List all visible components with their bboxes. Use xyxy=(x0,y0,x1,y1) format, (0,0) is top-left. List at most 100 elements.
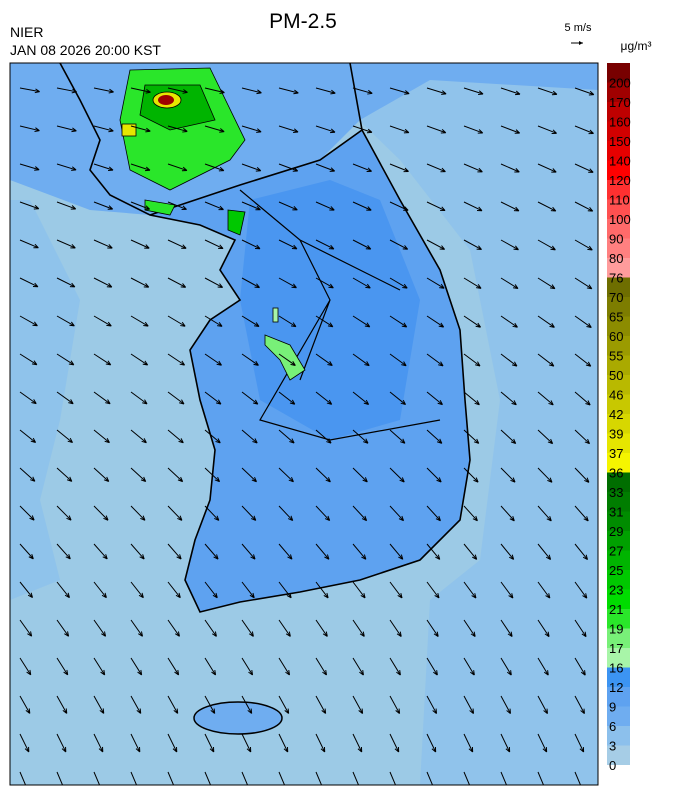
wind-arrow xyxy=(93,353,112,366)
timestamp: JAN 08 2026 20:00 KST xyxy=(10,42,161,58)
wind-arrow xyxy=(463,505,478,522)
colorbar-segment xyxy=(607,745,630,765)
wind-arrow xyxy=(315,429,332,444)
wind-arrow xyxy=(56,315,75,327)
wind-arrow xyxy=(56,505,72,521)
wind-arrow xyxy=(352,771,360,785)
wind-arrow xyxy=(56,353,75,366)
wind-arrow xyxy=(241,543,256,560)
wind-arrow xyxy=(167,505,183,521)
wind-arrow xyxy=(130,543,145,560)
wind-arrow xyxy=(56,695,68,714)
wind-arrow xyxy=(19,87,40,94)
wind-arrow xyxy=(19,125,40,132)
wind-arrow xyxy=(426,543,441,560)
wind-arrow xyxy=(352,239,372,250)
colorbar-segment xyxy=(607,336,630,356)
wind-arrow xyxy=(204,429,221,444)
wind-arrow xyxy=(500,239,519,251)
wind-arrow xyxy=(278,239,298,250)
wind-arrow xyxy=(56,429,73,444)
wind-arrow xyxy=(19,505,35,521)
wind-arrow xyxy=(574,353,592,367)
wind-arrow xyxy=(463,619,476,638)
wind-arrow xyxy=(130,429,147,444)
wind-arrow xyxy=(315,543,330,560)
colorbar-segment xyxy=(607,511,630,531)
wind-arrow xyxy=(278,619,291,637)
wind-arrow xyxy=(574,581,588,599)
wind-arrow xyxy=(574,505,589,522)
wind-arrow xyxy=(574,87,595,96)
wind-arrow xyxy=(56,657,69,676)
wind-arrow xyxy=(56,543,71,560)
wind-arrow xyxy=(426,125,447,134)
wind-arrow xyxy=(537,315,555,328)
wind-arrow xyxy=(389,695,401,714)
wind-arrow xyxy=(19,353,38,366)
colorbar-label: 36 xyxy=(609,466,623,481)
wind-arrow xyxy=(204,771,212,785)
wind-arrow xyxy=(241,619,254,637)
wind-arrow xyxy=(204,695,216,714)
wind-arrow xyxy=(537,505,552,522)
wind-arrow xyxy=(130,733,141,753)
colorbar: 0369121617192123252729313336373942465055… xyxy=(607,63,631,773)
wind-arrow xyxy=(56,125,77,133)
colorbar-segment xyxy=(607,297,630,317)
wind-arrow xyxy=(352,505,368,522)
colorbar-segment xyxy=(607,472,630,492)
wind-arrow xyxy=(537,125,557,134)
wind-arrow xyxy=(93,733,104,753)
wind-arrow xyxy=(426,695,438,714)
wind-arrow xyxy=(537,467,553,483)
wind-arrow xyxy=(241,733,252,753)
wind-arrow xyxy=(500,125,521,134)
wind-arrow xyxy=(389,543,404,560)
wind-arrow xyxy=(426,391,443,406)
wind-arrow xyxy=(19,391,37,405)
colorbar-segment xyxy=(607,160,630,180)
wind-arrows xyxy=(19,87,595,785)
wind-arrow xyxy=(537,163,557,173)
wind-arrow xyxy=(167,543,182,560)
colorbar-label: 37 xyxy=(609,446,623,461)
colorbar-label: 110 xyxy=(609,193,630,208)
wind-arrow xyxy=(19,239,39,249)
wind-arrow xyxy=(19,201,40,210)
wind-arrow xyxy=(315,733,326,753)
wind-arrow xyxy=(426,353,444,367)
colorbar-segment xyxy=(607,589,630,609)
wind-arrow xyxy=(574,467,590,483)
wind-arrow xyxy=(389,391,407,406)
wind-arrow xyxy=(463,581,477,599)
wind-arrow xyxy=(500,505,515,522)
wind-arrow xyxy=(19,771,27,785)
wind-arrow xyxy=(352,163,372,172)
wind-arrow xyxy=(500,353,518,367)
colorbar-label: 160 xyxy=(609,115,631,130)
wind-arrow xyxy=(130,353,149,366)
wind-arrow xyxy=(241,505,257,521)
colorbar-segment xyxy=(607,199,630,219)
colorbar-segment xyxy=(607,570,630,590)
wind-arrow xyxy=(167,353,186,366)
wind-arrow xyxy=(204,391,222,405)
wind-arrow xyxy=(204,315,223,327)
colorbar-segment xyxy=(607,238,630,258)
wind-arrow xyxy=(537,657,549,676)
wind-arrow xyxy=(204,619,217,637)
wind-arrow xyxy=(389,771,397,785)
wind-arrow xyxy=(574,657,586,676)
wind-arrow xyxy=(130,657,143,676)
wind-arrow xyxy=(241,239,261,250)
wind-arrow xyxy=(278,771,286,785)
wind-arrow xyxy=(352,619,365,637)
colorbar-segment xyxy=(607,531,630,551)
wind-arrow xyxy=(278,733,289,753)
colorbar-segment xyxy=(607,414,630,434)
wind-arrow xyxy=(574,543,589,561)
wind-arrow xyxy=(278,125,299,133)
wind-arrow xyxy=(315,771,323,785)
colorbar-segment xyxy=(607,706,630,726)
